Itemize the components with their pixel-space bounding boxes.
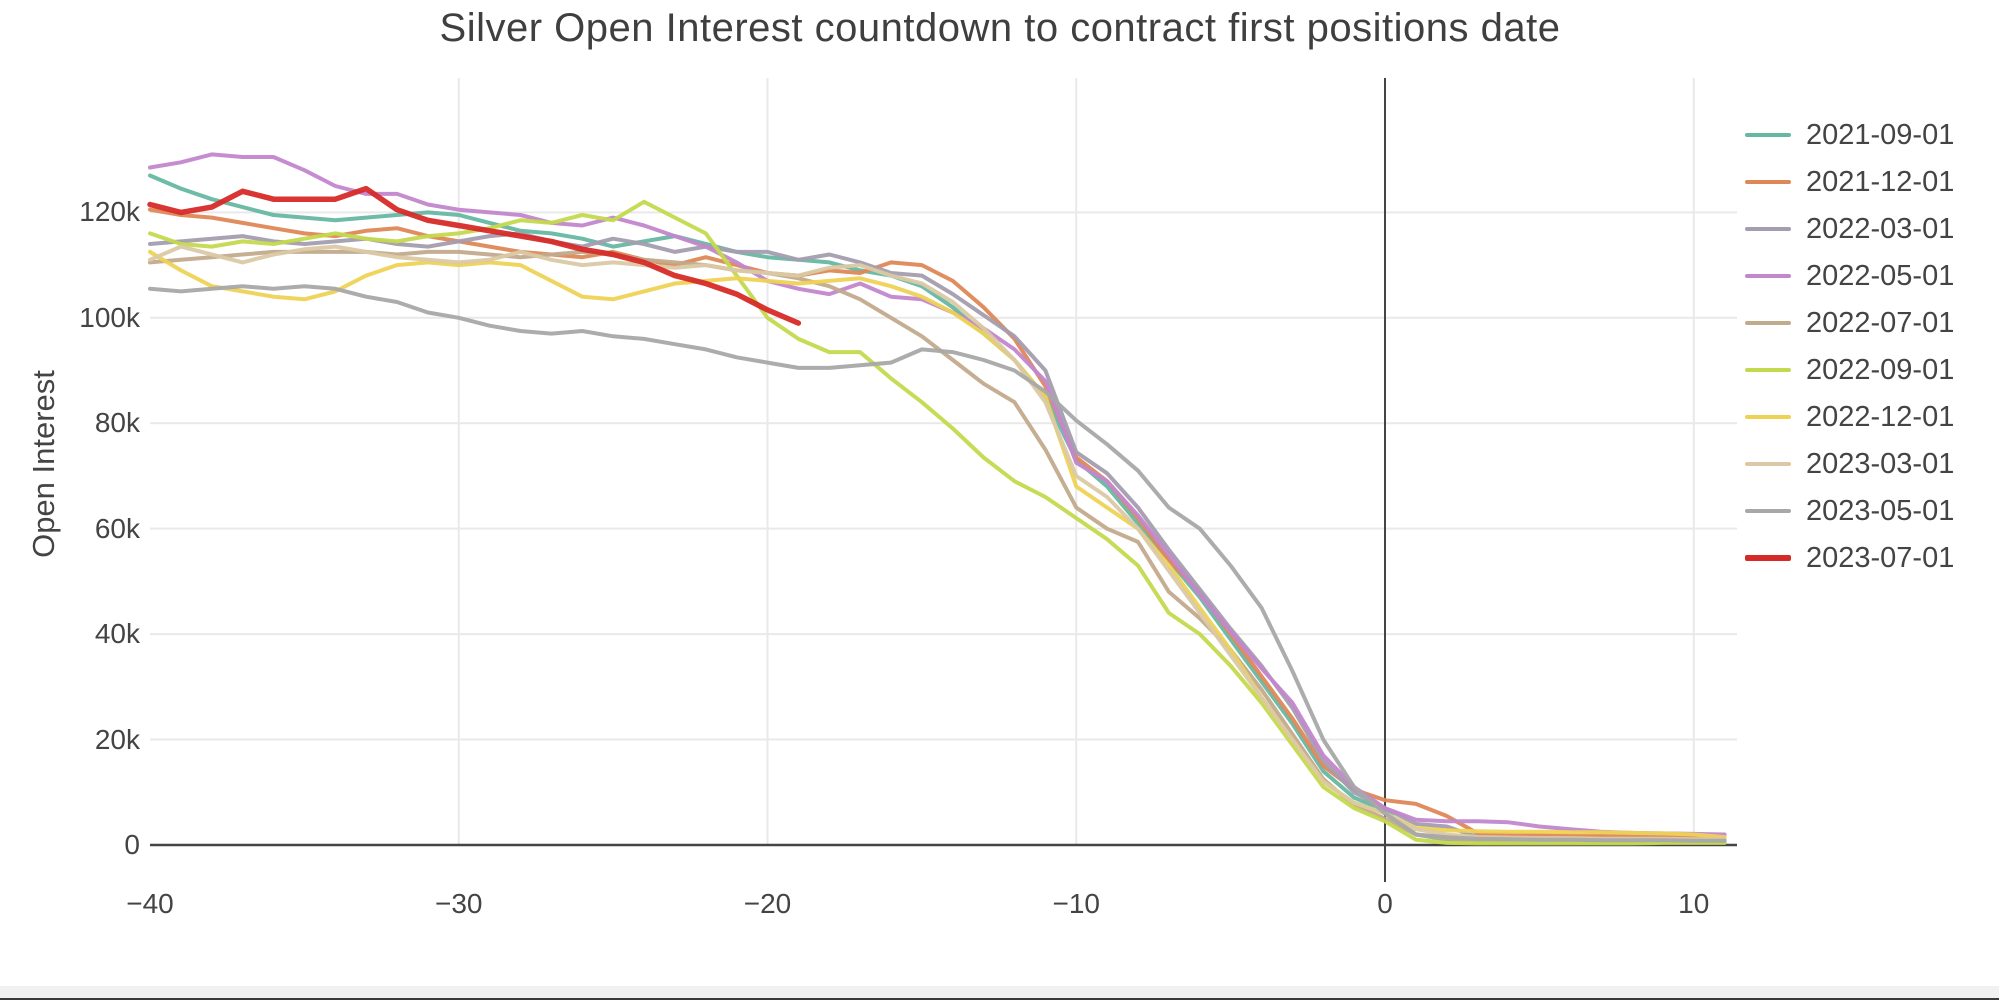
series-line-2023-07-01[interactable] — [147, 185, 802, 326]
legend-swatch-2023-07-01 — [1745, 555, 1791, 561]
legend-swatch-2022-03-01 — [1745, 227, 1791, 231]
legend-label: 2023-05-01 — [1806, 494, 1955, 527]
series-line-2023-05-01[interactable] — [148, 284, 1727, 843]
x-tick-label--40: −40 — [126, 888, 174, 919]
legend-label: 2023-07-01 — [1806, 541, 1955, 574]
x-tick-label--10: −10 — [1052, 888, 1101, 919]
legend-item-2023-07-01[interactable]: 2023-07-01 — [1745, 535, 1954, 581]
legend-label: 2022-09-01 — [1806, 353, 1955, 386]
x-tick-label-10: 10 — [1678, 888, 1710, 919]
series-line-2022-12-01[interactable] — [148, 249, 1727, 840]
legend-item-2022-09-01[interactable]: 2022-09-01 — [1745, 347, 1954, 393]
y-tick-label-100k: 100k — [79, 301, 140, 333]
series-line-2021-09-01[interactable] — [148, 173, 1727, 845]
legend-item-2022-07-01[interactable]: 2022-07-01 — [1745, 300, 1954, 346]
legend-label: 2021-12-01 — [1806, 165, 1955, 198]
y-tick-label-60k: 60k — [94, 512, 140, 544]
legend-label: 2021-09-01 — [1806, 118, 1955, 151]
series-line-2021-12-01[interactable] — [148, 207, 1727, 840]
legend-label: 2022-12-01 — [1806, 400, 1955, 433]
legend-swatch-2022-05-01 — [1745, 274, 1791, 278]
x-tick-label-0: 0 — [1377, 888, 1393, 919]
legend-label: 2023-03-01 — [1806, 447, 1955, 480]
legend-item-2022-12-01[interactable]: 2022-12-01 — [1745, 394, 1954, 440]
x-tick-label--30: −30 — [435, 888, 483, 919]
y-tick-label-40k: 40k — [94, 618, 140, 650]
series-line-2022-09-01[interactable] — [148, 199, 1727, 846]
bottom-strip — [0, 986, 1999, 998]
legend-label: 2022-07-01 — [1806, 306, 1955, 339]
y-tick-label-0k: 0 — [124, 829, 140, 860]
y-tick-label-20k: 20k — [94, 723, 140, 755]
legend-item-2022-03-01[interactable]: 2022-03-01 — [1745, 206, 1954, 252]
legend-label: 2022-03-01 — [1806, 212, 1955, 245]
chart-title: Silver Open Interest countdown to contra… — [439, 6, 1561, 50]
series-line-2022-07-01[interactable] — [148, 249, 1727, 844]
legend-item-2021-12-01[interactable]: 2021-12-01 — [1745, 159, 1954, 205]
legend-item-2022-05-01[interactable]: 2022-05-01 — [1745, 253, 1954, 299]
series-line-2023-03-01[interactable] — [148, 244, 1727, 842]
x-tick-label--20: −20 — [743, 888, 792, 919]
legend-swatch-2023-05-01 — [1745, 509, 1791, 513]
series-line-2022-03-01[interactable] — [148, 231, 1727, 842]
y-tick-label-120k: 120k — [79, 196, 140, 228]
legend-swatch-2022-07-01 — [1745, 321, 1791, 325]
legend-swatch-2021-09-01 — [1745, 133, 1791, 137]
legend-swatch-2021-12-01 — [1745, 180, 1791, 184]
legend-item-2021-09-01[interactable]: 2021-09-01 — [1745, 112, 1954, 158]
y-tick-label-80k: 80k — [94, 407, 140, 439]
legend-swatch-2023-03-01 — [1745, 462, 1791, 466]
legend-swatch-2022-09-01 — [1745, 368, 1791, 372]
bottom-border — [0, 998, 1999, 1000]
legend-item-2023-03-01[interactable]: 2023-03-01 — [1745, 441, 1954, 487]
legend-label: 2022-05-01 — [1806, 259, 1955, 292]
legend-item-2023-05-01[interactable]: 2023-05-01 — [1745, 488, 1954, 534]
legend-swatch-2022-12-01 — [1745, 415, 1791, 419]
